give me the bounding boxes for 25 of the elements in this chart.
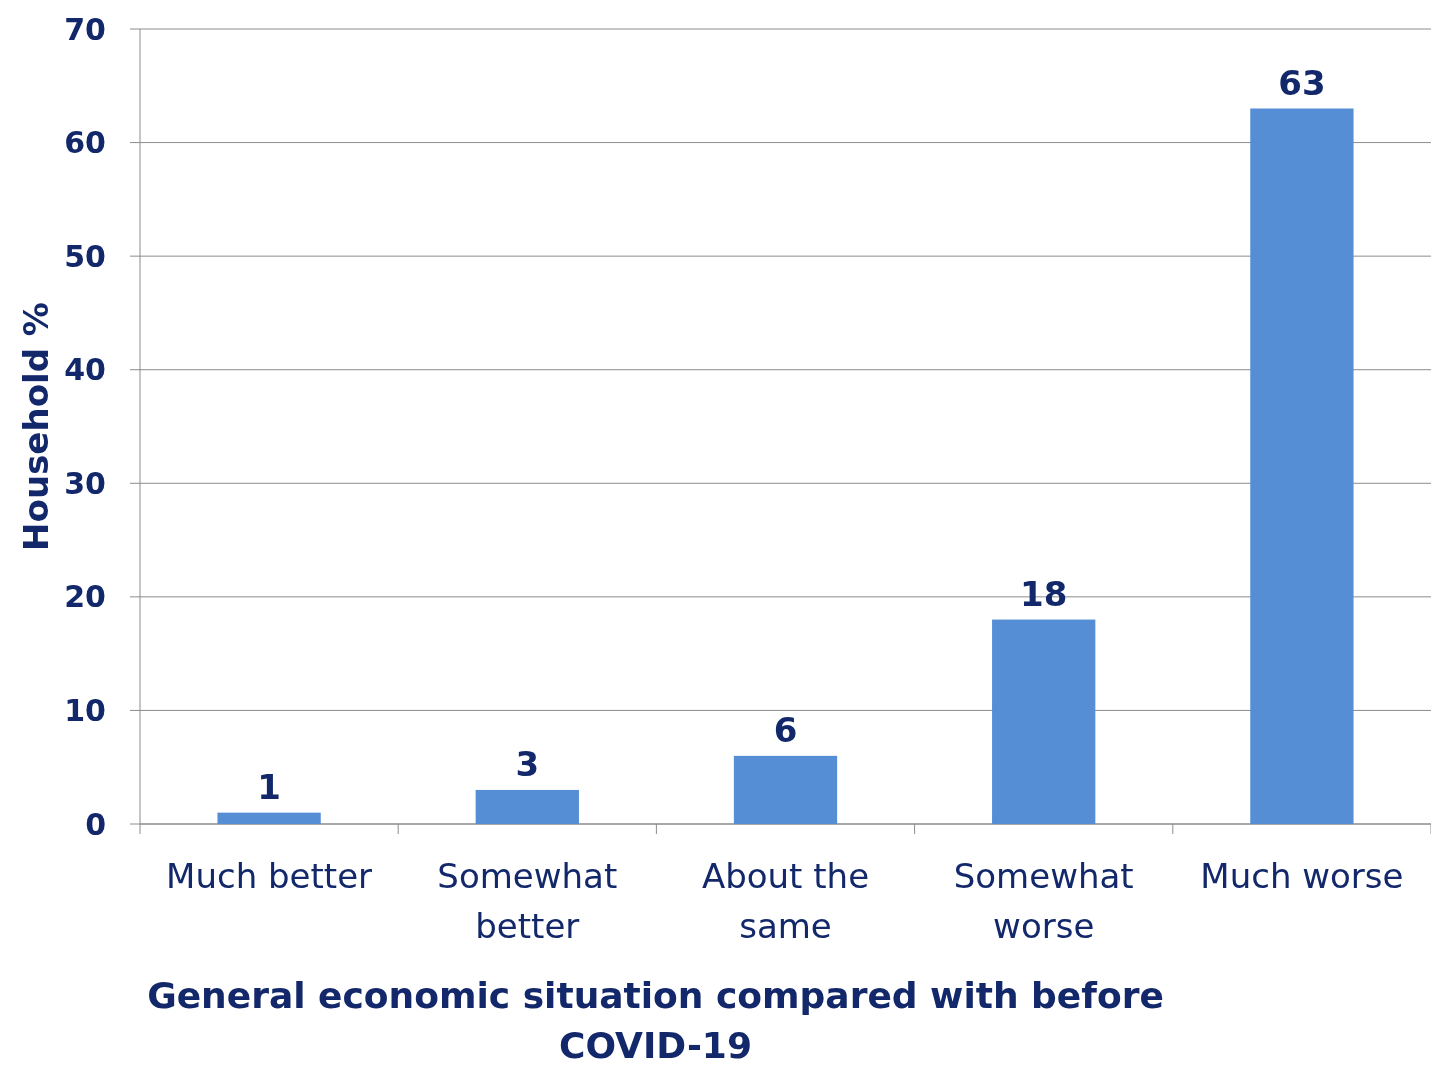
y-tick-label: 30 — [64, 465, 106, 501]
y-tick-label: 50 — [64, 238, 106, 274]
y-tick-label: 60 — [64, 125, 106, 161]
x-axis-title: General economic situation compared with before COVID-19 — [147, 975, 1164, 1065]
y-tick-label: 70 — [64, 11, 106, 47]
data-label: 1 — [257, 766, 281, 807]
y-tick-label: 20 — [64, 579, 106, 615]
y-tick-label: 40 — [64, 352, 106, 388]
x-tick-label: Much worse — [1200, 856, 1404, 896]
bar — [475, 789, 579, 824]
data-label: 6 — [773, 709, 798, 750]
data-label: 3 — [515, 743, 540, 784]
x-tick-label: About the same — [701, 856, 870, 946]
data-label: 63 — [1278, 62, 1326, 103]
y-tick-label: 0 — [85, 806, 106, 842]
bar — [1250, 108, 1354, 824]
data-label: 18 — [1020, 573, 1068, 614]
x-tick-label: Somewhat better — [437, 856, 618, 946]
y-axis-title: Household % — [16, 302, 56, 551]
y-tick-label: 10 — [64, 692, 106, 728]
bar — [733, 755, 838, 824]
x-tick-label: Somewhat worse — [953, 856, 1134, 946]
bar — [217, 812, 321, 824]
bar — [992, 619, 1096, 824]
x-tick-label: Much better — [166, 856, 373, 896]
